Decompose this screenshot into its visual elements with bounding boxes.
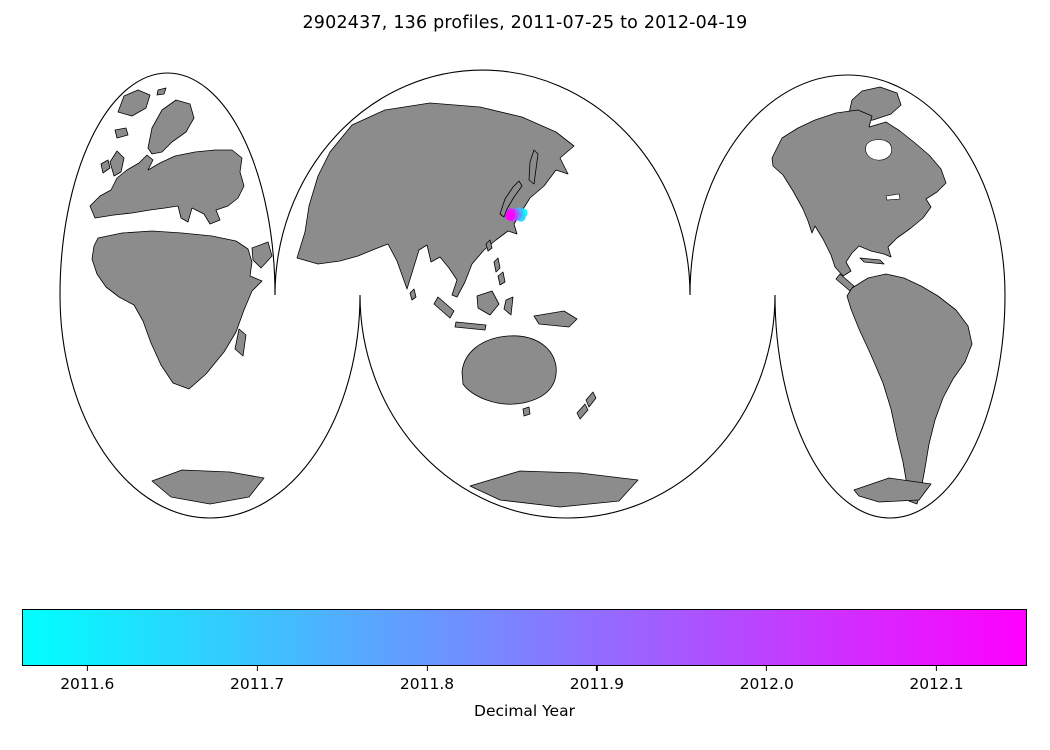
world-map [59,69,1006,519]
landmass-asia [296,102,575,298]
map-boundary [59,69,1006,519]
landmass-tasmania [522,406,531,417]
landmass-borneo [476,290,500,316]
colorbar-label: Decimal Year [474,702,575,720]
landmass-new-guinea [533,310,578,328]
continents [89,86,973,508]
landmass-sri-lanka [409,288,417,301]
landmass-cuba [859,257,885,265]
colorbar-tick: 2011.6 [60,666,114,693]
hudson-bay [865,139,892,161]
landmass-australia [461,335,557,405]
landmass-scandinavia [147,99,195,155]
landmass-south-america [846,273,973,505]
landmass-north-america [771,109,947,277]
landmass-antarctica-west [151,469,265,505]
colorbar-tick: 2011.8 [400,666,454,693]
landmass-svalbard [156,87,167,96]
landmass-iceland [114,127,129,139]
landmass-taiwan [485,239,493,252]
landmass-arabia-west [251,241,273,269]
colorbar-tick: 2012.1 [909,666,963,693]
landmass-antarctica-central [469,470,639,508]
landmass-ireland [100,159,111,174]
colorbar-tick: 2011.7 [230,666,284,693]
figure-title: 2902437, 136 profiles, 2011-07-25 to 201… [302,13,748,33]
landmass-sakhalin [528,149,539,185]
landmass-antarctica-east [853,477,932,503]
landmass-philippines-south [497,271,506,286]
colorbar-tick: 2011.9 [570,666,624,693]
colorbar-ticks: 2011.6 2011.7 2011.8 2011.9 2012.0 2012.… [22,666,1027,696]
landmass-sulawesi [503,296,514,316]
landmass-new-zealand-south [576,403,589,420]
landmass-africa [91,230,263,390]
colorbar [22,609,1027,666]
landmass-philippines-north [493,257,501,273]
great-lakes [885,193,901,201]
landmass-madagascar [234,328,247,357]
landmass-greenland-east [117,89,151,117]
landmass-new-zealand-north [585,391,597,408]
landmass-europe [89,149,245,225]
profile-points [505,207,528,222]
landmass-sumatra [433,296,455,319]
landmass-java [454,321,487,331]
profile-point [505,211,515,221]
colorbar-tick: 2012.0 [740,666,794,693]
landmass-japan [499,180,523,218]
landmass-britain [109,150,125,177]
